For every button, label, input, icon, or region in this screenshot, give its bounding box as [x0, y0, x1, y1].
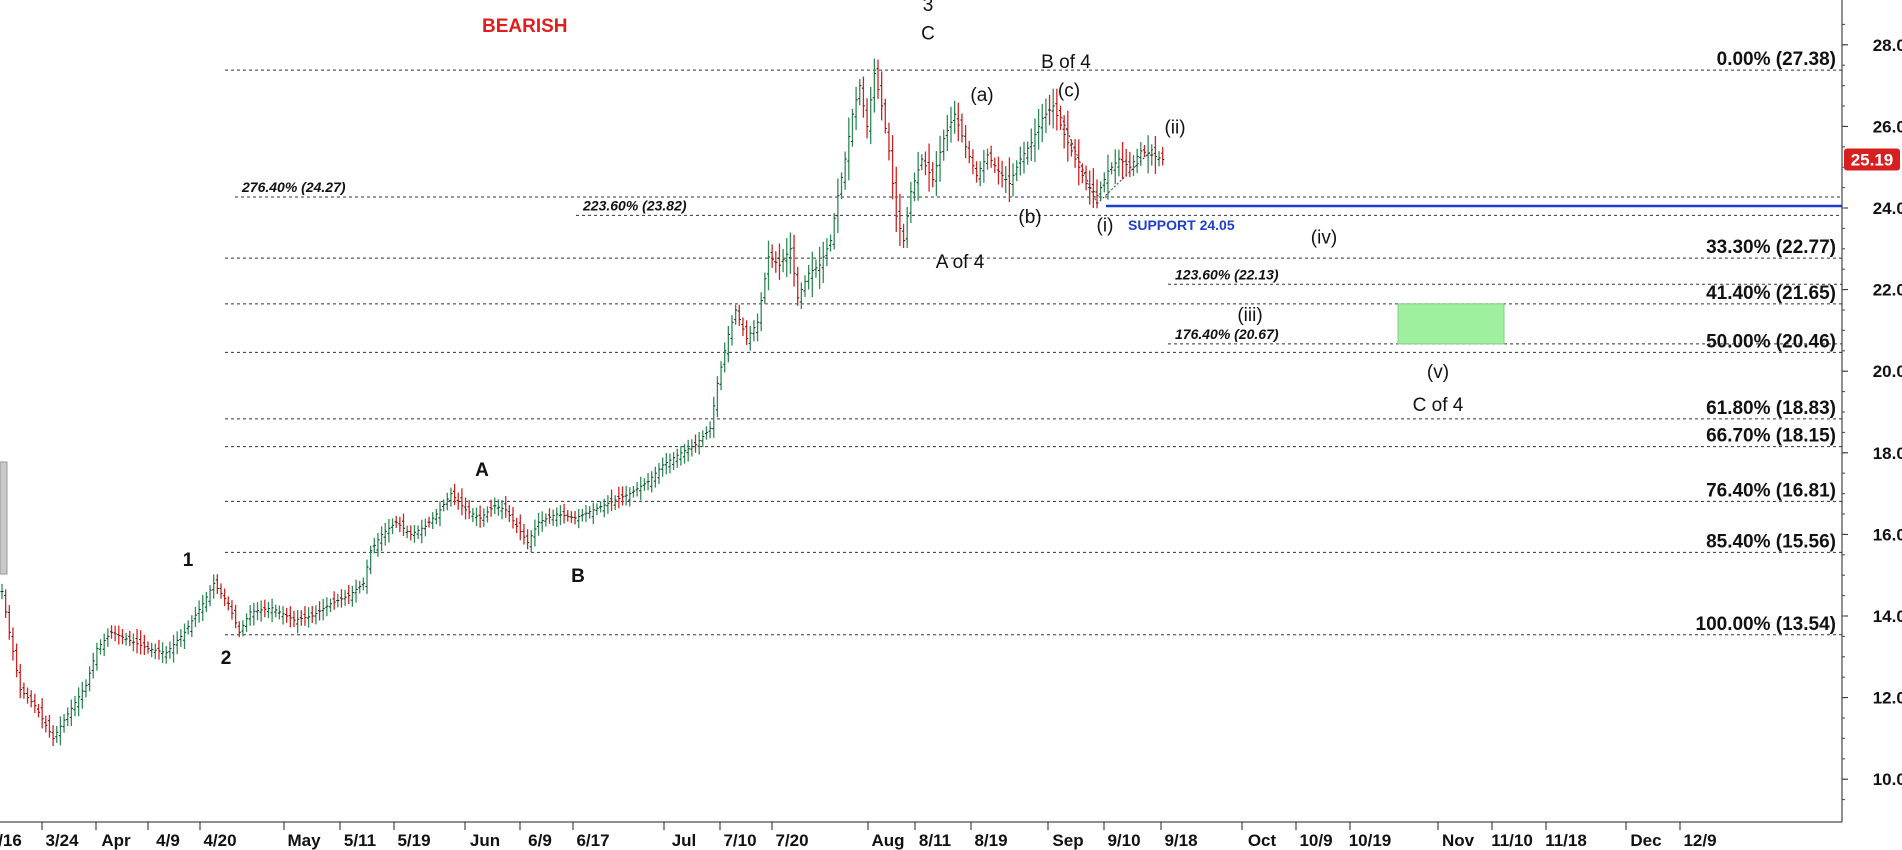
y-tick-label: 16.00 — [1873, 525, 1902, 544]
target-zone-box — [1397, 303, 1505, 345]
fib-extension-label: 276.40% (24.27) — [241, 179, 346, 195]
x-tick-label: Oct — [1248, 831, 1277, 850]
x-tick-label: 10/19 — [1349, 831, 1392, 850]
candlestick-series — [0, 58, 1165, 746]
fib-retracement-label: 50.00% (20.46) — [1706, 331, 1836, 352]
x-tick-label: Sep — [1052, 831, 1083, 850]
wave-label: C — [921, 24, 935, 45]
left-scroll-handle[interactable] — [0, 461, 8, 575]
fib-extension-label: 123.60% (22.13) — [1175, 266, 1279, 282]
x-tick-label: 11/18 — [1545, 831, 1587, 850]
y-tick-label: 26.00 — [1873, 117, 1902, 136]
x-tick-label: Dec — [1630, 831, 1661, 850]
wave-label: (b) — [1018, 207, 1041, 228]
wave-label: (v) — [1427, 362, 1449, 383]
wave-label: 3 — [923, 0, 934, 16]
y-tick-label: 20.00 — [1873, 362, 1902, 381]
wave-label: A — [475, 460, 489, 481]
x-tick-label: Jun — [470, 831, 500, 850]
x-tick-label: 12/9 — [1683, 831, 1716, 850]
x-tick-label: 4/20 — [203, 831, 236, 850]
wave-label: (iv) — [1311, 228, 1337, 249]
fib-retracement-label: 0.00% (27.38) — [1717, 49, 1836, 70]
x-tick-label: 4/9 — [156, 831, 180, 850]
x-tick-label: 6/9 — [528, 831, 552, 850]
wave-label: C of 4 — [1413, 395, 1464, 416]
last-price-badge — [1844, 148, 1900, 171]
y-tick-label: 28.00 — [1873, 36, 1902, 55]
x-tick-label: Apr — [101, 831, 131, 850]
y-tick-label: 24.00 — [1873, 199, 1902, 218]
y-tick-label: 14.00 — [1873, 607, 1902, 626]
x-tick-label: 8/19 — [974, 831, 1007, 850]
target-zone-layer — [1397, 303, 1505, 345]
wave-label: B — [571, 566, 585, 587]
last-price-label: 25.19 — [1851, 150, 1894, 169]
fib-retracement-label: 100.00% (13.54) — [1696, 614, 1837, 635]
x-tick-label: /16 — [0, 831, 22, 850]
x-tick-label: 5/19 — [397, 831, 430, 850]
fib-retracement-label: 66.70% (18.15) — [1706, 426, 1836, 447]
x-tick-label: 10/9 — [1299, 831, 1332, 850]
y-tick-label: 10.00 — [1873, 770, 1902, 789]
fib-retracement-label: 33.30% (22.77) — [1706, 237, 1836, 258]
fib-retracement-label: 76.40% (16.81) — [1706, 480, 1836, 501]
x-tick-label: Nov — [1442, 831, 1475, 850]
x-tick-label: 9/18 — [1164, 831, 1197, 850]
y-tick-label: 12.00 — [1873, 689, 1902, 708]
x-tick-label: 11/10 — [1491, 831, 1533, 850]
wave-label: (a) — [970, 85, 993, 106]
fib-retracement-label: 85.40% (15.56) — [1706, 531, 1836, 552]
wave-label: (iii) — [1237, 305, 1262, 326]
support-label: SUPPORT 24.05 — [1128, 217, 1235, 233]
annotation-layer: BEARISH 0.00% (27.38) 33.30% (22.77) 41.40%… — [183, 0, 1836, 669]
wave-label: 2 — [221, 648, 232, 669]
wave-label: (ii) — [1164, 117, 1185, 138]
x-tick-label: Aug — [871, 831, 904, 850]
fib-grid-lines — [225, 69, 1842, 636]
wave-channel-line — [1060, 113, 1098, 205]
x-tick-label: 8/11 — [919, 831, 951, 850]
x-tick-label: 9/10 — [1107, 831, 1140, 850]
x-tick-label: May — [287, 831, 321, 850]
fib-retracement-label: 61.80% (18.83) — [1706, 398, 1836, 419]
wave-channel-line — [1096, 146, 1156, 205]
wave-label: (c) — [1058, 81, 1080, 102]
wave-label: 1 — [183, 550, 194, 571]
wave-label: A of 4 — [936, 252, 985, 273]
wave-label: (i) — [1097, 215, 1114, 236]
x-tick-label: 7/20 — [775, 831, 808, 850]
fib-extension-label: 176.40% (20.67) — [1175, 326, 1279, 342]
y-tick-label: 18.00 — [1873, 444, 1902, 463]
x-tick-label: 6/17 — [576, 831, 609, 850]
x-tick-label: 3/24 — [45, 831, 79, 850]
x-tick-label: Jul — [672, 831, 697, 850]
x-tick-label: 5/11 — [344, 831, 376, 850]
wave-label: B of 4 — [1041, 52, 1091, 73]
x-tick-label: 7/10 — [723, 831, 756, 850]
y-tick-label: 22.00 — [1873, 281, 1902, 300]
fib-extension-label: 223.60% (23.82) — [582, 197, 687, 213]
fib-retracement-label: 41.40% (21.65) — [1706, 283, 1836, 304]
chart-title: BEARISH — [482, 16, 568, 37]
